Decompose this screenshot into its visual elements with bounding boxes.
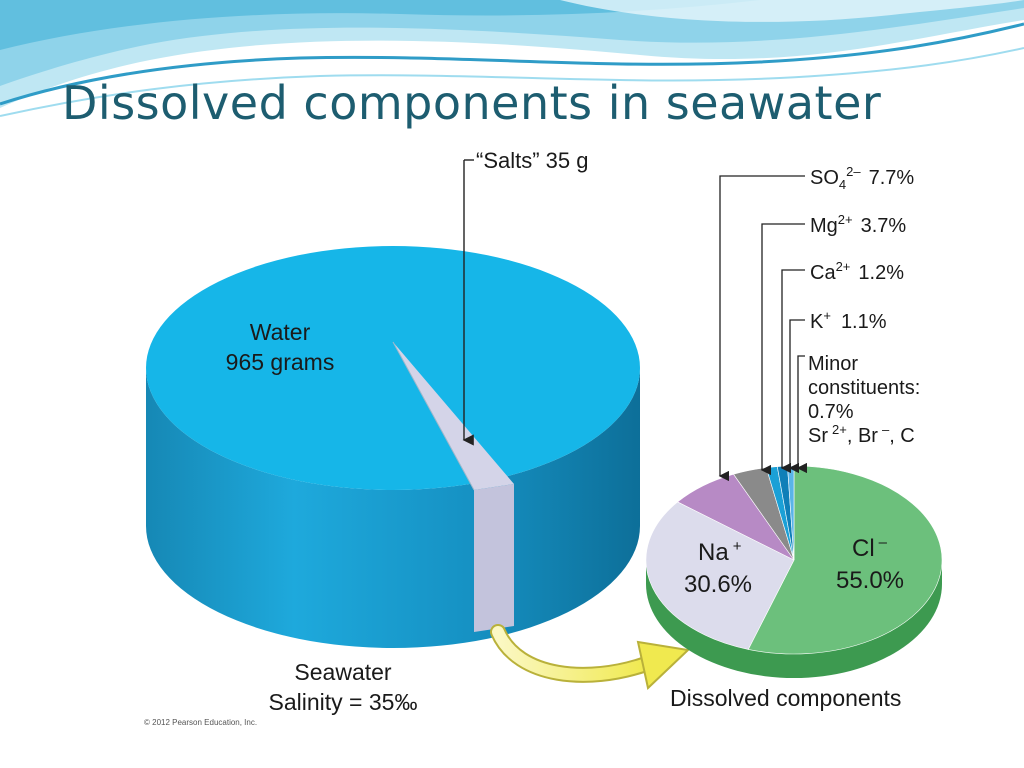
water-slice xyxy=(146,246,640,490)
water-slice-side xyxy=(146,368,640,648)
na-charge: + xyxy=(733,538,742,555)
ca-label: Ca2+ 1.2% xyxy=(810,259,904,284)
minor-value: 0.7% xyxy=(808,401,854,423)
wave-banner xyxy=(0,0,1024,117)
so4-sub: 4 xyxy=(839,177,846,192)
cl-label: Cl – xyxy=(852,534,888,562)
mg-leader xyxy=(760,223,805,476)
k-value: 1.1% xyxy=(841,311,887,333)
mg-label: Mg2+ 3.7% xyxy=(810,212,906,237)
salts-slice xyxy=(393,342,514,490)
transfer-arrow xyxy=(490,624,691,690)
so4-leader xyxy=(718,175,805,482)
k-label: K+ 1.1% xyxy=(810,308,887,333)
minor-leader xyxy=(796,355,808,474)
dissolved-pie xyxy=(645,465,943,678)
so4-value: 7.7% xyxy=(869,167,915,189)
na-label: Na + xyxy=(698,538,742,566)
leader-lines xyxy=(718,175,808,482)
br-charge: – xyxy=(882,422,890,437)
figure: Water 965 grams “Salts” 35 g Seawater Sa… xyxy=(138,148,948,736)
slide-title: Dissolved components in seawater xyxy=(62,76,882,130)
mg-charge: 2+ xyxy=(838,212,853,227)
c-ion: , C xyxy=(889,425,915,447)
cl-value: 55.0% xyxy=(836,567,904,594)
ca-value: 1.2% xyxy=(858,262,904,284)
salts-label: “Salts” 35 g xyxy=(476,148,589,173)
cl-ion: Cl xyxy=(852,535,875,562)
so4-label: SO42– 7.7% xyxy=(810,164,914,192)
ca-ion: Ca xyxy=(810,262,836,284)
cl-charge: – xyxy=(879,534,888,551)
seawater-label: Seawater xyxy=(294,659,392,685)
minor-label-line2: constituents: xyxy=(808,377,920,399)
na-ion: Na xyxy=(698,539,729,566)
ca-leader xyxy=(780,269,805,474)
seawater-figure: Water 965 grams “Salts” 35 g Seawater Sa… xyxy=(146,148,943,715)
mg-ion: Mg xyxy=(810,215,838,237)
seawater-pie xyxy=(146,246,640,648)
minor-ions: Sr 2+, Br –, C xyxy=(808,422,915,447)
ca-charge: 2+ xyxy=(836,259,851,274)
sr-ion: Sr xyxy=(808,425,828,447)
na-slice xyxy=(645,501,795,650)
salts-slice-side xyxy=(474,484,514,632)
mg-value: 3.7% xyxy=(861,215,907,237)
k-ion: K xyxy=(810,311,824,333)
dissolved-title: Dissolved components xyxy=(670,685,901,711)
water-label: Water xyxy=(250,319,311,345)
so4-ion: SO xyxy=(810,167,839,189)
sr-charge: 2+ xyxy=(832,422,847,437)
minor-label-line1: Minor xyxy=(808,353,858,375)
salinity-label: Salinity = 35‰ xyxy=(269,689,418,715)
cl-slice xyxy=(747,465,943,655)
br-ion: , Br xyxy=(847,425,878,447)
k-leader xyxy=(788,319,805,474)
so4-charge: 2– xyxy=(846,164,861,179)
na-value: 30.6% xyxy=(684,571,752,598)
k-charge: + xyxy=(823,308,831,323)
water-value-label: 965 grams xyxy=(226,349,335,375)
copyright-note: © 2012 Pearson Education, Inc. xyxy=(144,718,258,727)
